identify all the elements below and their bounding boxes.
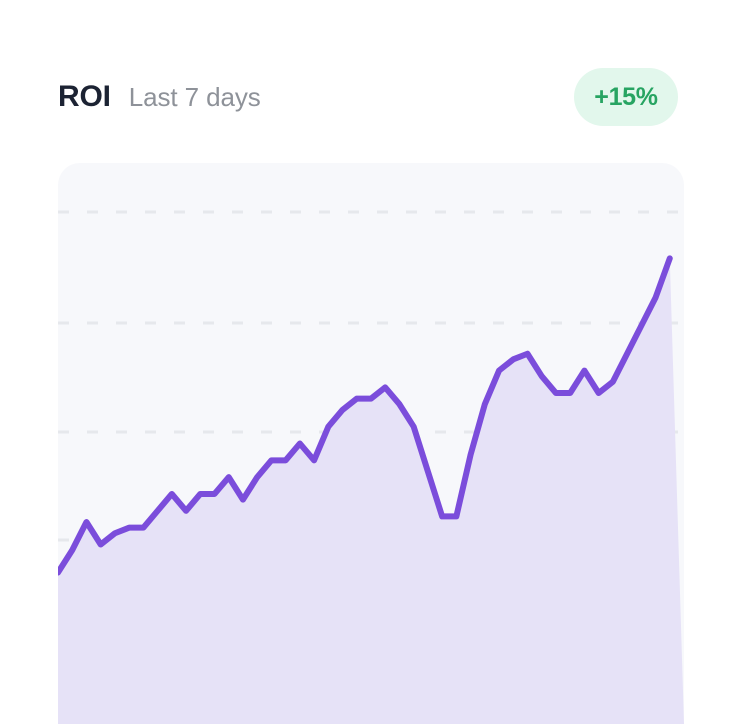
status-badge[interactable]: +15%	[574, 68, 678, 126]
chart-line	[58, 255, 673, 576]
status-badge-value: +15%	[594, 82, 658, 111]
title-group: ROI Last 7 days	[58, 82, 261, 112]
roi-area-chart[interactable]	[58, 163, 684, 724]
chart-area-fill	[58, 258, 684, 724]
date-range-label: Last 7 days	[128, 82, 261, 112]
page-title: ROI	[58, 80, 111, 113]
widget-header: ROI Last 7 days +15%	[58, 68, 678, 126]
chart-card	[58, 163, 684, 724]
